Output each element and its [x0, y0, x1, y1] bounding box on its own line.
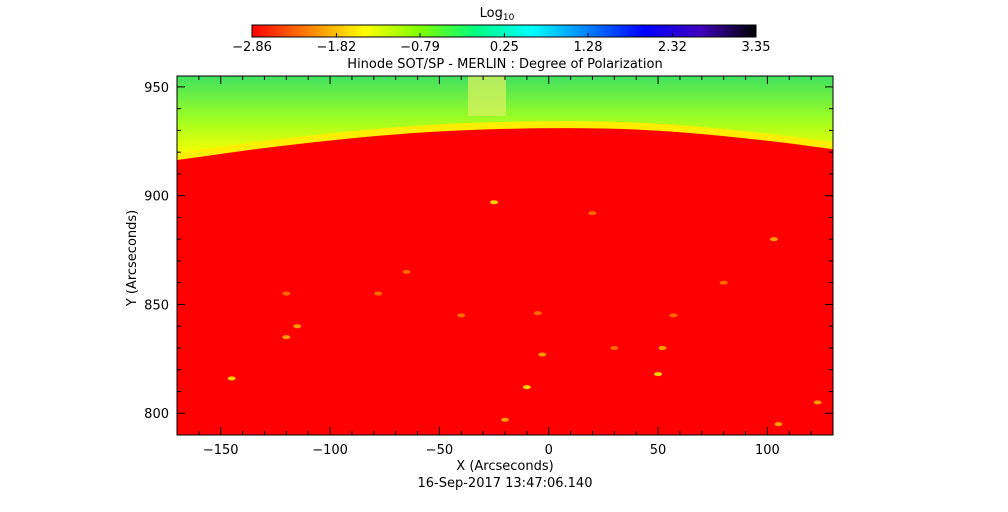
- polarization-patch: [774, 422, 783, 427]
- y-axis: 800 850 900 950: [144, 81, 833, 436]
- y-tick-label: 900: [144, 190, 169, 205]
- y-axis-label: Y (Arcseconds): [125, 210, 140, 307]
- x-tick-label: 50: [650, 443, 667, 458]
- x-tick-label: −100: [312, 443, 348, 458]
- colorbar-label: Log10: [480, 6, 515, 23]
- colorbar-tick-label: −1.82: [316, 40, 356, 55]
- off-limb-region: [177, 76, 833, 157]
- polarization-patch: [501, 417, 509, 422]
- colorbar-tick-label: 2.32: [658, 40, 687, 55]
- polarization-patch: [293, 324, 302, 329]
- x-tick-label: 100: [755, 443, 780, 458]
- colorbar-tick-label: −2.86: [232, 40, 272, 55]
- polarization-patch: [669, 313, 678, 318]
- polarization-patch: [813, 400, 822, 405]
- colorbar: Log10 −2.86 −1.82 −0.79 0.25 1.28 2.32 3.35: [232, 6, 770, 55]
- polarization-patch: [402, 269, 411, 274]
- polarization-patch: [719, 280, 728, 285]
- polarization-patch: [374, 291, 383, 296]
- polarization-patch: [282, 335, 291, 340]
- polarization-patch: [522, 385, 531, 390]
- polarization-patch: [227, 376, 236, 381]
- timestamp: 16-Sep-2017 13:47:06.140: [418, 476, 593, 491]
- polarization-patch: [490, 200, 499, 205]
- x-axis-label: X (Arcseconds): [456, 459, 553, 474]
- polarization-patch: [658, 345, 667, 350]
- colorbar-tick-label: 3.35: [742, 40, 771, 55]
- polarization-patch: [282, 291, 291, 296]
- polarization-patch: [654, 372, 663, 377]
- colorbar-tick-label: 0.25: [490, 40, 519, 55]
- limb-band: [177, 121, 833, 160]
- bright-strip: [468, 76, 506, 116]
- colorbar-tick-label: −0.79: [400, 40, 440, 55]
- y-tick-label: 950: [144, 81, 169, 96]
- polarization-patch: [457, 313, 466, 318]
- polarization-patch: [769, 237, 778, 242]
- x-axis: −150 −100 −50 0 50 100: [198, 76, 834, 458]
- x-tick-label: −150: [203, 443, 239, 458]
- y-tick-label: 850: [144, 298, 169, 313]
- polarization-patch: [588, 211, 597, 216]
- x-tick-label: −50: [426, 443, 453, 458]
- y-tick-label: 800: [144, 407, 169, 422]
- polarization-patch: [538, 352, 547, 357]
- polarization-patch: [610, 345, 619, 350]
- polarization-patch: [533, 311, 542, 316]
- colorbar-tick-label: 1.28: [574, 40, 603, 55]
- chart-title: Hinode SOT/SP - MERLIN : Degree of Polar…: [347, 57, 662, 72]
- x-tick-label: 0: [545, 443, 553, 458]
